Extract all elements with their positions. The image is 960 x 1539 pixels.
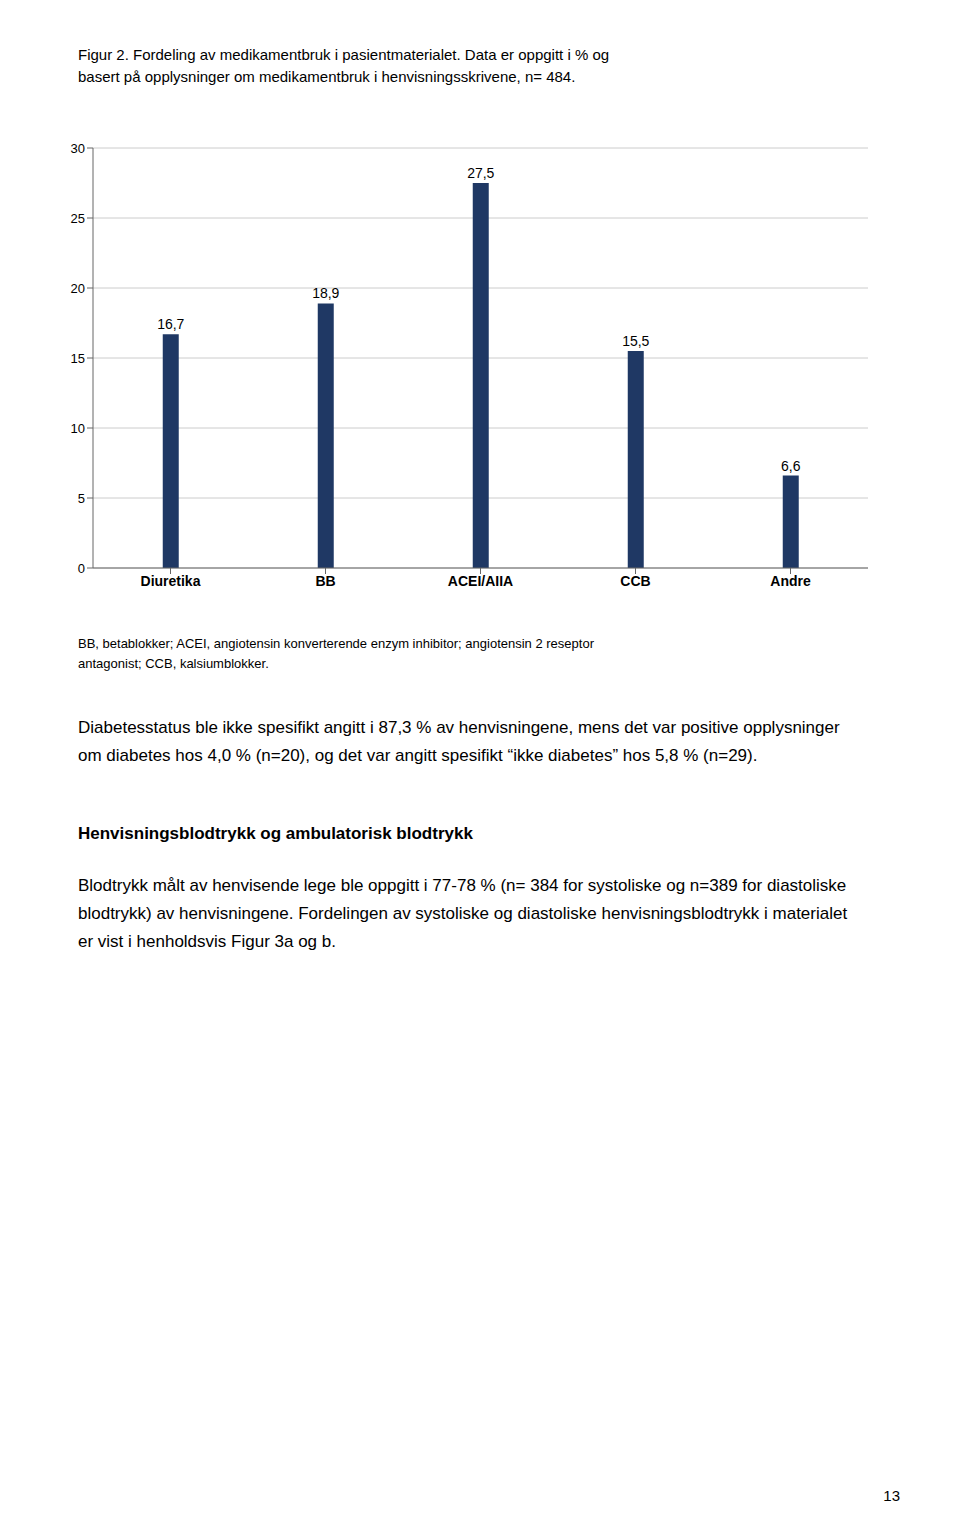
svg-text:30: 30 [71, 141, 85, 156]
svg-text:15,5: 15,5 [622, 333, 649, 349]
svg-text:27,5: 27,5 [467, 165, 494, 181]
svg-text:16,7: 16,7 [157, 316, 184, 332]
svg-text:25: 25 [71, 211, 85, 226]
html-text:Henvisningsblodtrykk og ambula: Henvisningsblodtrykk og ambulatorisk blo… [78, 824, 473, 843]
svg-text:BB: BB [315, 573, 335, 589]
svg-text:6,6: 6,6 [781, 458, 801, 474]
html-text:BB, betablokker; ACEI, angiote: BB, betablokker; ACEI, angiotensin konve… [78, 636, 594, 671]
svg-text:ACEI/AIIA: ACEI/AIIA [448, 573, 513, 589]
svg-text:18,9: 18,9 [312, 285, 339, 301]
svg-text:10: 10 [71, 421, 85, 436]
svg-text:5: 5 [78, 491, 85, 506]
svg-text:0: 0 [78, 561, 85, 576]
svg-text:Andre: Andre [770, 573, 811, 589]
svg-text:Diuretika: Diuretika [141, 573, 201, 589]
html-text:Figur 2. Fordeling av medikame: Figur 2. Fordeling av medikamentbruk i p… [78, 46, 610, 85]
html-text:Diabetesstatus ble ikke spesif: Diabetesstatus ble ikke spesifikt angitt… [78, 718, 840, 765]
html-text:13: 13 [883, 1487, 900, 1504]
html-text:Blodtrykk målt av henvisende l: Blodtrykk målt av henvisende lege ble op… [78, 876, 848, 951]
svg-text:20: 20 [71, 281, 85, 296]
svg-text:15: 15 [71, 351, 85, 366]
svg-text:CCB: CCB [620, 573, 650, 589]
